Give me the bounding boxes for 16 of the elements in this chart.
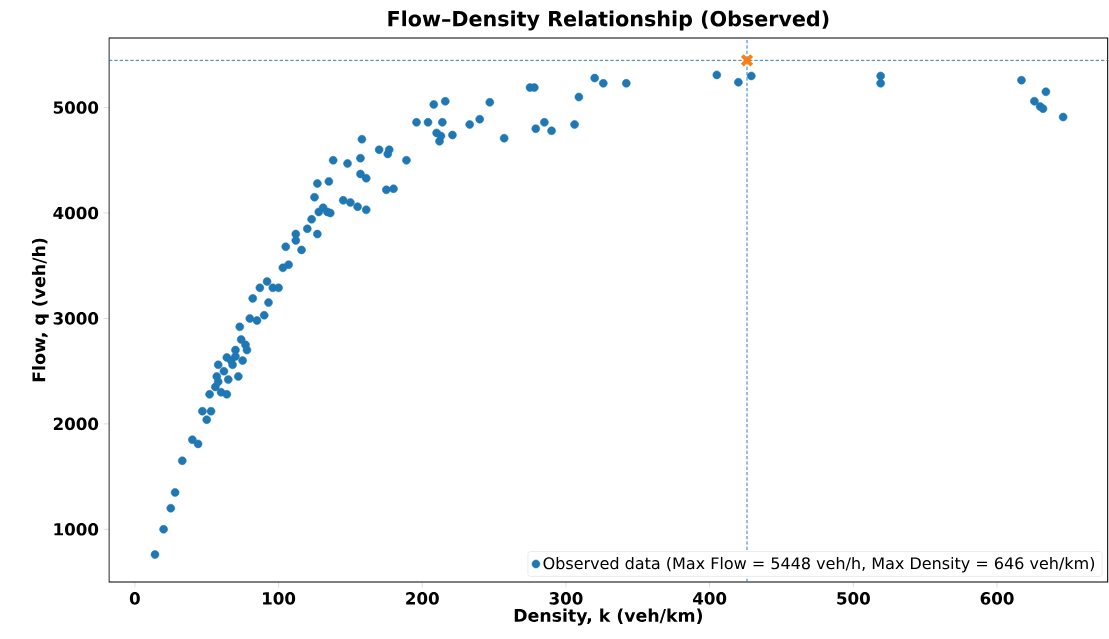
x-tick-label: 0 xyxy=(129,592,140,605)
x-tick-label: 600 xyxy=(980,592,1014,605)
y-tick-label: 2000 xyxy=(53,417,99,431)
x-tick-label: 400 xyxy=(693,592,727,605)
chart-title: Flow–Density Relationship (Observed) xyxy=(388,10,829,31)
x-tick-label: 200 xyxy=(406,592,439,605)
x-tick-label: 500 xyxy=(837,592,870,605)
legend-label: Observed data (Max Flow = 5448 veh/h, Max Density = 646 veh/km) xyxy=(543,556,1095,573)
y-axis-title: Flow, q (veh/h) xyxy=(31,238,49,382)
y-tick-label: 1000 xyxy=(54,522,99,536)
x-tick-label: 100 xyxy=(263,592,296,605)
y-tick-label: 4000 xyxy=(53,206,99,220)
x-tick-label: 300 xyxy=(549,592,583,605)
y-tick-label: 3000 xyxy=(53,312,99,325)
y-tick-label: 5000 xyxy=(53,101,99,114)
x-axis-title: Density, k (veh/km) xyxy=(514,608,702,626)
